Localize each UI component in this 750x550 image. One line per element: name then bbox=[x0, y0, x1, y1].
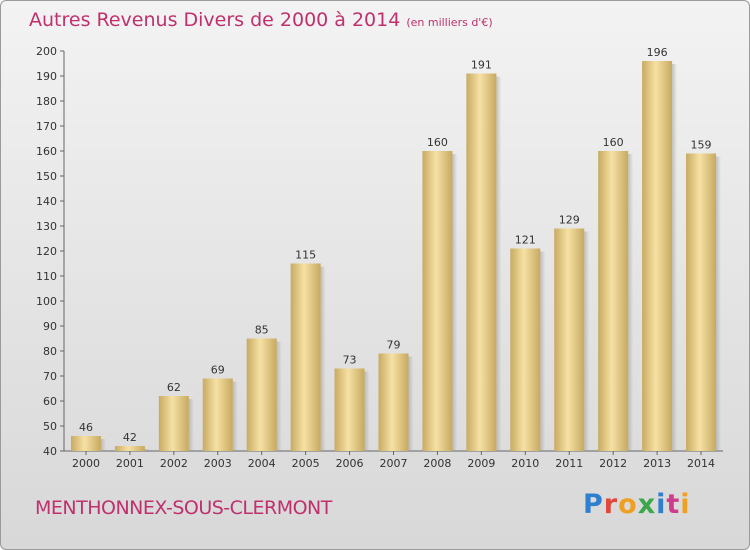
y-tick-label: 140 bbox=[36, 195, 57, 208]
bar-shadow bbox=[716, 156, 722, 451]
y-tick-label: 130 bbox=[36, 220, 57, 233]
bar-2011 bbox=[554, 228, 585, 451]
y-tick-label: 60 bbox=[43, 395, 57, 408]
bar-2003 bbox=[202, 378, 233, 451]
bar-shadow bbox=[320, 266, 326, 451]
value-label: 129 bbox=[559, 214, 580, 227]
bar-shadow bbox=[144, 449, 150, 451]
bar-2004 bbox=[246, 338, 277, 451]
bar-2014 bbox=[686, 153, 717, 451]
x-tick-label: 2013 bbox=[643, 457, 671, 470]
bar-shadow bbox=[276, 341, 282, 451]
proxiti-logo: Proxiti bbox=[583, 489, 691, 520]
y-tick-label: 80 bbox=[43, 345, 57, 358]
chart-bars: 46 42 62 69 85 115 73 79 160 191 121 129 160 196 159 bbox=[70, 46, 722, 451]
bar-2008 bbox=[422, 151, 453, 451]
y-tick-label: 180 bbox=[36, 95, 57, 108]
bar-2006 bbox=[334, 368, 365, 451]
bar-2010 bbox=[510, 248, 541, 451]
x-tick-label: 2010 bbox=[511, 457, 539, 470]
x-tick-label: 2004 bbox=[248, 457, 276, 470]
value-label: 159 bbox=[691, 139, 712, 152]
chart-title: Autres Revenus Divers de 2000 à 2014 (en … bbox=[29, 9, 493, 31]
bar-shadow bbox=[364, 371, 370, 451]
logo-letter: x bbox=[637, 489, 657, 520]
value-label: 42 bbox=[123, 431, 137, 444]
y-tick-label: 150 bbox=[36, 170, 57, 183]
logo-letter: P bbox=[583, 489, 604, 520]
logo-letter: o bbox=[618, 489, 638, 520]
y-tick-label: 170 bbox=[36, 120, 57, 133]
x-tick-label: 2000 bbox=[72, 457, 100, 470]
y-tick-label: 160 bbox=[36, 145, 57, 158]
y-tick-label: 120 bbox=[36, 245, 57, 258]
bar-2012 bbox=[598, 151, 629, 451]
value-label: 79 bbox=[387, 339, 401, 352]
x-tick-label: 2006 bbox=[336, 457, 364, 470]
y-tick-label: 190 bbox=[36, 70, 57, 83]
bar-shadow bbox=[584, 231, 590, 451]
bar-shadow bbox=[232, 381, 238, 451]
chart-subtitle: (en milliers d'€) bbox=[406, 16, 493, 29]
value-label: 191 bbox=[471, 59, 492, 72]
town-name: MENTHONNEX-SOUS-CLERMONT bbox=[35, 497, 332, 519]
y-tick-label: 70 bbox=[43, 370, 57, 383]
y-tick-label: 50 bbox=[43, 420, 57, 433]
value-label: 196 bbox=[647, 46, 668, 59]
bar-shadow bbox=[408, 356, 414, 451]
x-tick-label: 2008 bbox=[423, 457, 451, 470]
bar-2002 bbox=[158, 396, 189, 451]
x-tick-label: 2002 bbox=[160, 457, 188, 470]
bar-shadow bbox=[100, 439, 106, 451]
y-tick-label: 40 bbox=[43, 445, 57, 458]
value-label: 121 bbox=[515, 234, 536, 247]
value-label: 73 bbox=[343, 354, 357, 367]
y-tick-label: 200 bbox=[36, 45, 57, 58]
bar-shadow bbox=[540, 251, 546, 451]
value-label: 115 bbox=[295, 249, 316, 262]
logo-letter: i bbox=[656, 489, 667, 520]
bar-shadow bbox=[628, 154, 634, 451]
y-tick-label: 90 bbox=[43, 320, 57, 333]
bar-2009 bbox=[466, 73, 497, 451]
x-tick-label: 2007 bbox=[380, 457, 408, 470]
value-label: 69 bbox=[211, 364, 225, 377]
bar-shadow bbox=[496, 76, 502, 451]
bar-shadow bbox=[452, 154, 458, 451]
value-label: 85 bbox=[255, 324, 269, 337]
value-label: 160 bbox=[427, 136, 448, 149]
value-label: 62 bbox=[167, 381, 181, 394]
x-tick-label: 2001 bbox=[116, 457, 144, 470]
logo-letter: t bbox=[666, 489, 681, 520]
y-tick-label: 110 bbox=[36, 270, 57, 283]
y-tick-label: 100 bbox=[36, 295, 57, 308]
bar-shadow bbox=[672, 64, 678, 451]
bar-2007 bbox=[378, 353, 409, 451]
bar-shadow bbox=[188, 399, 194, 451]
logo-letter: r bbox=[603, 489, 619, 520]
x-tick-label: 2011 bbox=[555, 457, 583, 470]
bar-2001 bbox=[114, 446, 145, 451]
value-label: 160 bbox=[603, 136, 624, 149]
value-label: 46 bbox=[79, 421, 93, 434]
x-tick-label: 2012 bbox=[599, 457, 627, 470]
x-tick-label: 2003 bbox=[204, 457, 232, 470]
bar-2000 bbox=[70, 436, 101, 451]
x-tick-label: 2005 bbox=[292, 457, 320, 470]
bar-2005 bbox=[290, 263, 321, 451]
logo-letter: i bbox=[680, 489, 691, 520]
chart-title-text: Autres Revenus Divers de 2000 à 2014 bbox=[29, 9, 401, 31]
bar-2013 bbox=[642, 61, 673, 451]
x-tick-label: 2009 bbox=[467, 457, 495, 470]
x-tick-label: 2014 bbox=[687, 457, 715, 470]
